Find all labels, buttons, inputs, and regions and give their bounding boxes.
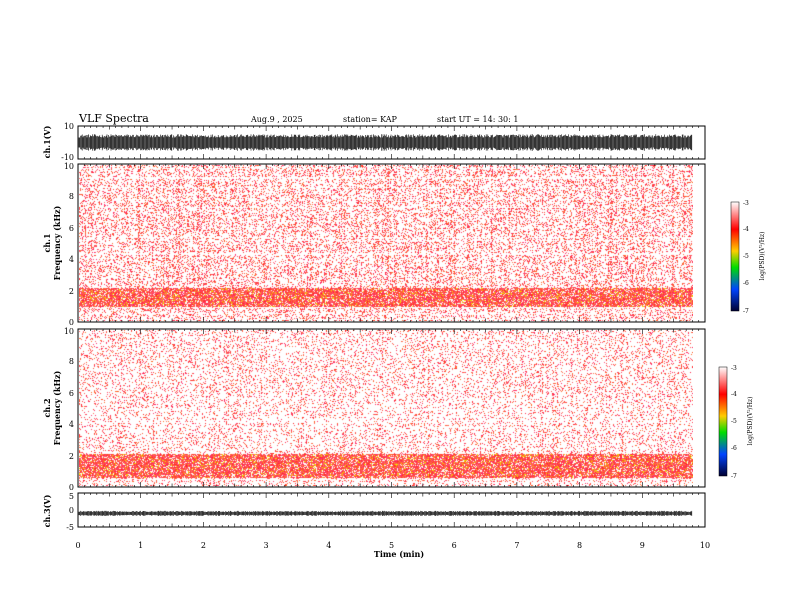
- ch2-freq-tick-4: 4: [69, 420, 74, 429]
- ch2-cbar-tick-m5: -5: [731, 418, 737, 425]
- ch1-spectrogram-panel: 0 2 4 6 8 10 ch.1Frequency (kHz): [42, 162, 706, 327]
- time-tick-label-1: 1: [138, 541, 143, 550]
- ch1-colorbar-label: log(PSD)(V²/Hz): [759, 232, 766, 281]
- ch2-cbar-tick-m6: -6: [731, 445, 737, 452]
- ch2-cbar-tick-m7: -7: [731, 473, 737, 480]
- figure-title: VLF Spectra: [78, 112, 149, 125]
- ch1-spectrogram-image: [79, 165, 693, 321]
- ch1-freq-tick-2: 2: [69, 287, 74, 296]
- time-tick-label-7: 7: [514, 541, 519, 550]
- ch1-freq-tick-6: 6: [69, 224, 74, 233]
- ch2-colorbar: -3 -4 -5 -6 -7 log(PSD)(V²/Hz): [718, 365, 754, 480]
- ch1-cbar-tick-m6: -6: [743, 280, 749, 287]
- time-tick-label-3: 3: [264, 541, 269, 550]
- time-tick-label-8: 8: [577, 541, 582, 550]
- ch1-cbar-tick-m3: -3: [743, 200, 749, 207]
- time-tick-label-5: 5: [389, 541, 394, 550]
- ch2-cbar-tick-m3: -3: [731, 365, 737, 372]
- ch2-cbar-tick-m4: -4: [731, 391, 737, 398]
- time-tick-label-10: 10: [700, 541, 710, 550]
- ch1-spectrogram-ylabel: ch.1Frequency (kHz): [42, 205, 62, 280]
- ch2-freq-tick-6: 6: [69, 389, 74, 398]
- ch1-freq-tick-8: 8: [69, 192, 74, 201]
- ch1-waveform-trace: [78, 134, 693, 151]
- time-tick-label-9: 9: [640, 541, 645, 550]
- header-date: Aug.9 , 2025: [250, 115, 303, 124]
- ch3-ytick-top: 5: [69, 492, 74, 501]
- time-tick-label-0: 0: [75, 541, 80, 550]
- time-axis: 0 1 2 3 4 5 6 7 8 9 10: [75, 126, 710, 550]
- ch2-colorbar-label: log(PSD)(V²/Hz): [747, 397, 754, 446]
- ch1-freq-tick-4: 4: [69, 255, 74, 264]
- ch1-colorbar: -3 -4 -5 -6 -7 log(PSD)(V²/Hz): [730, 200, 766, 315]
- ch3-waveform-panel: 5 0 -5 ch.3(V): [42, 492, 706, 532]
- ch2-freq-tick-8: 8: [69, 357, 74, 366]
- ch2-colorbar-scale: [718, 366, 728, 477]
- ch3-waveform-ylabel: ch.3(V): [42, 494, 52, 527]
- ch2-spectrogram-panel: 0 2 4 6 8 10 ch.2Frequency (kHz): [42, 327, 706, 492]
- ch3-ytick-bottom: -5: [66, 523, 74, 532]
- ch1-cbar-tick-m7: -7: [743, 308, 749, 315]
- ch2-freq-tick-2: 2: [69, 452, 74, 461]
- ch3-waveform-trace: [78, 510, 693, 516]
- ch1-colorbar-scale: [730, 201, 740, 312]
- ch1-cbar-tick-m4: -4: [743, 226, 749, 233]
- ch2-spectrogram-ylabel: ch.2Frequency (kHz): [42, 370, 62, 445]
- ch3-waveform-frame: [77, 492, 706, 528]
- ch1-freq-tick-10: 10: [64, 162, 74, 171]
- ch3-ytick-mid: 0: [69, 506, 74, 515]
- time-axis-label: Time (min): [374, 549, 424, 559]
- ch2-freq-tick-0: 0: [69, 483, 74, 492]
- time-tick-label-6: 6: [452, 541, 457, 550]
- time-tick-label-4: 4: [326, 541, 331, 550]
- time-tick-label-2: 2: [201, 541, 206, 550]
- time-axis-ticks: [77, 126, 706, 527]
- ch1-waveform-ylabel: ch.1(V): [42, 125, 52, 158]
- ch1-waveform-panel: 10 -10 ch.1(V): [42, 122, 706, 162]
- ch2-freq-tick-10: 10: [64, 327, 74, 336]
- ch1-cbar-tick-m5: -5: [743, 253, 749, 260]
- ch2-spectrogram-image: [79, 330, 693, 486]
- header-station: station= KAP: [343, 115, 398, 124]
- ch1-ytick-top: 10: [64, 122, 74, 131]
- ch1-freq-tick-0: 0: [69, 318, 74, 327]
- header-start-time: start UT = 14: 30: 1: [437, 115, 518, 124]
- ch1-ytick-bottom: -10: [61, 153, 74, 162]
